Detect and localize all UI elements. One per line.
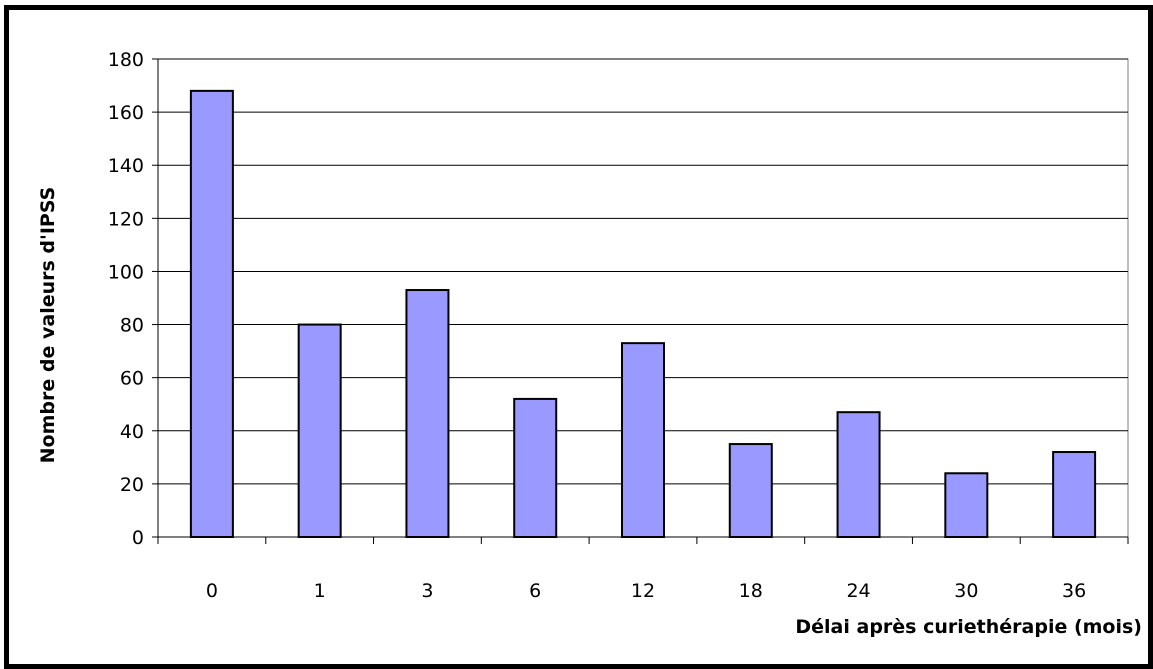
y-tick-label: 20 <box>120 474 144 496</box>
y-tick-label: 80 <box>120 315 144 337</box>
x-tick-label: 0 <box>206 580 218 602</box>
x-tick-label: 3 <box>421 580 433 602</box>
y-tick-label: 120 <box>108 208 144 230</box>
y-tick-label: 180 <box>108 49 144 71</box>
x-tick-label: 30 <box>954 580 978 602</box>
x-tick-label: 18 <box>739 580 763 602</box>
y-axis-title: Nombre de valeurs d'IPSS <box>37 187 59 464</box>
y-tick-label: 0 <box>132 527 144 549</box>
bar-12 <box>621 342 665 538</box>
x-tick-label: 6 <box>529 580 541 602</box>
bar-6 <box>513 397 558 538</box>
x-tick-label: 12 <box>631 580 655 602</box>
bars <box>189 89 1097 539</box>
bar-30 <box>944 472 989 538</box>
y-tick-label: 40 <box>120 421 144 443</box>
x-tick-label: 24 <box>846 580 870 602</box>
y-tick-label: 100 <box>108 261 144 283</box>
x-axis-title: Délai après curiethérapie (mois) <box>795 616 1142 638</box>
bar-1 <box>297 323 342 538</box>
bar-3 <box>405 289 450 538</box>
bar-36 <box>1052 451 1097 538</box>
bar-24 <box>836 411 881 539</box>
axes <box>152 58 1129 544</box>
y-tick-label: 60 <box>120 368 144 390</box>
y-tick-label: 160 <box>108 102 144 124</box>
y-tick-label: 140 <box>108 155 144 177</box>
y-tick-labels: 0 20 40 60 80 100 120 140 160 180 <box>108 49 144 549</box>
bar-0 <box>189 89 234 538</box>
x-tick-labels: 0 1 3 6 12 18 24 30 36 <box>206 580 1086 602</box>
bar-18 <box>728 443 773 538</box>
x-tick-label: 36 <box>1062 580 1086 602</box>
x-tick-label: 1 <box>314 580 326 602</box>
